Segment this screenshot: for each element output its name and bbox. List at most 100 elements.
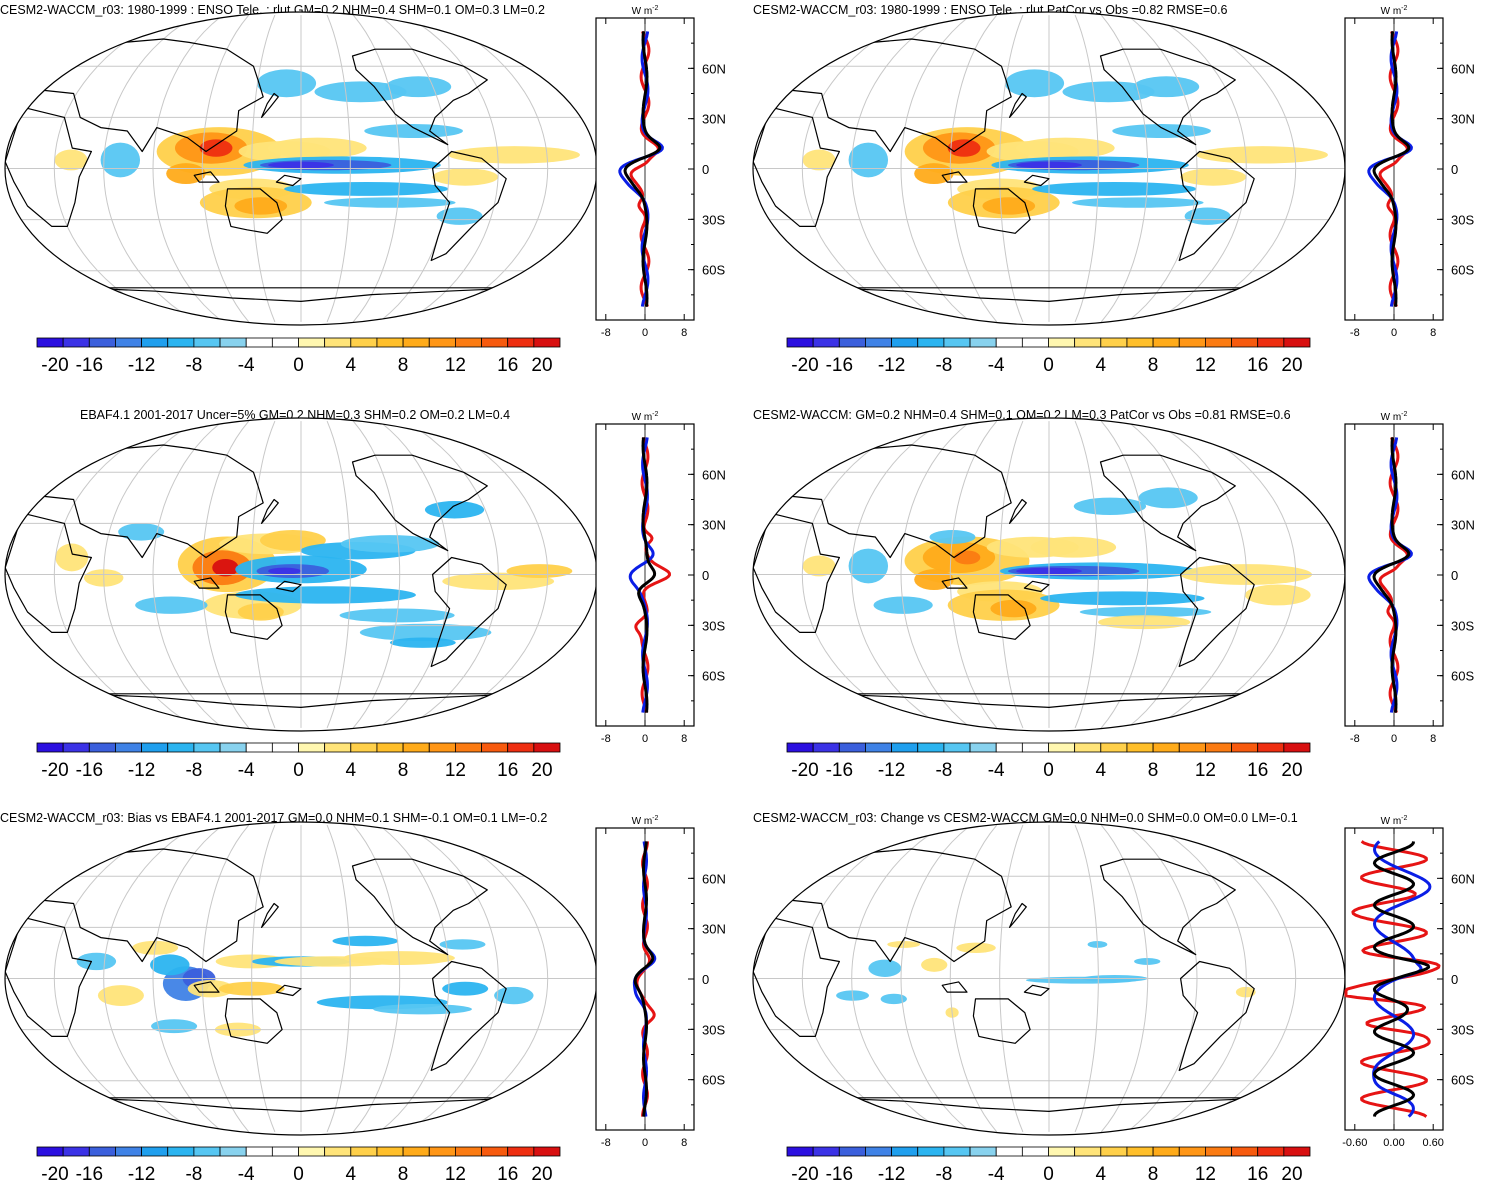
colorbar-swatch	[1021, 1146, 1049, 1157]
colorbar-swatch	[428, 742, 456, 753]
longitude-line	[949, 824, 998, 1133]
colorbar: -20 -16 -12 -8 -4 0 4 8 12 16 20	[786, 1146, 1311, 1181]
colorbar-swatch	[1074, 337, 1102, 348]
panel-p3: EBAF4.1 2001-2017 Uncer=5% GM=0.2 NHM=0.…	[80, 408, 510, 422]
colorbar-label: 0	[293, 760, 304, 781]
lat-label: 60N	[702, 871, 726, 886]
colorbar-swatch	[865, 1146, 893, 1157]
lat-label: 30N	[702, 518, 726, 533]
colorbar-swatch	[943, 337, 971, 348]
colorbar-label: 16	[1247, 1164, 1268, 1181]
continent-outline	[753, 916, 840, 1037]
colorbar-swatch	[376, 742, 404, 753]
colorbar-label: -16	[76, 760, 103, 781]
colorbar-swatch	[507, 742, 535, 753]
continent-outline	[351, 454, 488, 552]
colorbar-swatch	[193, 742, 221, 753]
colorbar-label: -4	[238, 355, 255, 376]
colorbar-label: 0	[1043, 355, 1054, 376]
colorbar-label: -8	[935, 760, 952, 781]
longitude-line	[53, 14, 171, 323]
anomaly-region	[340, 535, 440, 553]
colorbar-swatch	[481, 742, 509, 753]
colorbar-swatch	[1100, 337, 1128, 348]
colorbar-label: 12	[445, 1164, 466, 1181]
profile-diff-line	[1372, 31, 1411, 307]
colorbar-swatch	[115, 1146, 142, 1157]
x-tick-label: 0	[642, 733, 648, 745]
colorbar-swatch	[1205, 337, 1232, 348]
continent-outline	[1178, 556, 1255, 668]
colorbar-label: 16	[497, 760, 518, 781]
colorbar-swatch	[917, 337, 945, 348]
profile-obs-line	[629, 30, 660, 308]
anomaly-region	[982, 197, 1036, 215]
colorbar-swatch	[1100, 742, 1128, 753]
profile-obs-line	[634, 436, 671, 714]
colorbar-swatch	[141, 337, 169, 348]
longitude-line	[1074, 824, 1099, 1133]
colorbar-label: 20	[531, 1164, 552, 1181]
continent-outline	[753, 106, 840, 227]
colorbar-swatch	[1126, 742, 1154, 753]
anomaly-region	[1133, 76, 1200, 98]
colorbar-label: -8	[185, 355, 202, 376]
lat-label: 30S	[1451, 618, 1474, 633]
lat-label: 30S	[702, 1022, 725, 1037]
colorbar-label: -20	[41, 1164, 68, 1181]
colorbar-swatch	[1021, 742, 1049, 753]
colorbar-swatch	[1178, 742, 1206, 753]
colorbar-label: -12	[878, 355, 905, 376]
colorbar-swatch	[350, 742, 378, 753]
colorbar-label: -20	[791, 760, 818, 781]
continent-outline	[351, 858, 488, 956]
colorbar-label: 8	[1148, 760, 1159, 781]
continent-outline	[753, 512, 840, 633]
anomaly-region	[868, 959, 902, 977]
continent-outline	[261, 902, 279, 928]
colorbar-label: 20	[531, 355, 552, 376]
anomaly-region	[990, 599, 1037, 618]
continent-outline	[1178, 960, 1255, 1072]
colorbar-swatch	[786, 742, 814, 753]
colorbar-swatch	[88, 742, 116, 753]
colorbar-label: 12	[1195, 1164, 1216, 1181]
colorbar-label: 12	[1195, 355, 1216, 376]
colorbar-swatch	[786, 1146, 814, 1157]
anomaly-region	[1062, 81, 1155, 103]
colorbar-label: -8	[935, 355, 952, 376]
colorbar-swatch	[995, 337, 1023, 348]
x-tick-label: -8	[601, 733, 611, 745]
colorbar-swatch	[88, 337, 116, 348]
colorbar-label: -4	[238, 760, 255, 781]
colorbar-label: -20	[791, 1164, 818, 1181]
x-tick-label: -8	[1350, 733, 1360, 745]
continent-outline	[261, 498, 279, 524]
longitude-line	[851, 824, 945, 1133]
continent-outline	[1009, 498, 1027, 524]
colorbar-label: -4	[988, 355, 1005, 376]
colorbar-swatch	[1257, 337, 1285, 348]
anomaly-region	[953, 550, 981, 565]
lat-label: 0	[702, 568, 709, 583]
anomaly-region	[235, 586, 416, 604]
colorbar-swatch	[943, 742, 971, 753]
colorbar-swatch	[402, 742, 430, 753]
zonal-profile-p1: 60N 30N 0 30S 60S -8 0 8 W m-2	[595, 5, 726, 339]
colorbar-swatch	[1205, 1146, 1232, 1157]
lat-label: 30N	[702, 112, 726, 127]
map-p2	[752, 11, 1346, 326]
profile-units: W m-2	[632, 411, 659, 423]
longitude-line	[1179, 824, 1297, 1133]
colorbar-label: 16	[1247, 760, 1268, 781]
continent-outline	[36, 38, 264, 153]
x-tick-label: 8	[681, 1137, 687, 1149]
profile-diff-line	[623, 31, 662, 307]
colorbar-swatch	[454, 1146, 482, 1157]
x-tick-label: 0	[642, 327, 648, 339]
colorbar-label: -4	[988, 760, 1005, 781]
colorbar-swatch	[1048, 1146, 1076, 1157]
colorbar-label: 4	[1096, 355, 1107, 376]
continent-outline	[36, 444, 264, 559]
anomaly-region	[97, 985, 144, 1006]
